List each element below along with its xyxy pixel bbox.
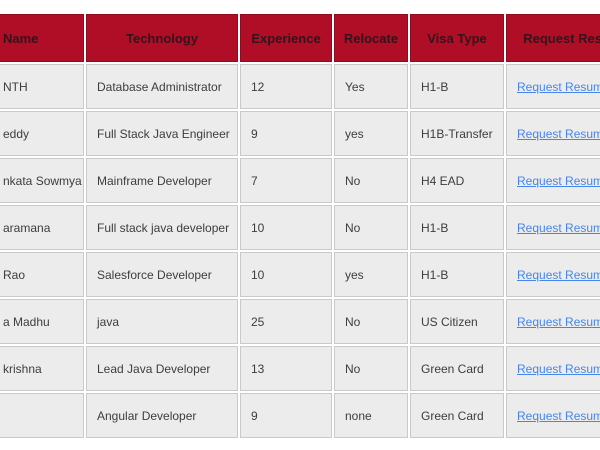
column-header-relocate: Relocate xyxy=(334,14,408,62)
request-resume-link[interactable]: Request Resume xyxy=(517,79,600,94)
cell-relocate: No xyxy=(334,158,408,203)
cell-technology: Angular Developer xyxy=(86,393,238,438)
cell-technology: Lead Java Developer xyxy=(86,346,238,391)
cell-name: Rao xyxy=(0,252,84,297)
cell-relocate: yes xyxy=(334,111,408,156)
request-resume-link[interactable]: Request Resume xyxy=(517,408,600,423)
table-row: eddy Full Stack Java Engineer 9 yes H1B-… xyxy=(0,111,600,156)
cell-name: eddy xyxy=(0,111,84,156)
cell-name: a Madhu xyxy=(0,299,84,344)
cell-experience: 9 xyxy=(240,111,332,156)
request-resume-link[interactable]: Request Resume xyxy=(517,220,600,235)
cell-technology: Full Stack Java Engineer xyxy=(86,111,238,156)
cell-visa-type: Green Card xyxy=(410,393,504,438)
cell-visa-type: Green Card xyxy=(410,346,504,391)
cell-experience: 12 xyxy=(240,64,332,109)
request-resume-link[interactable]: Request Resume xyxy=(517,173,600,188)
request-resume-link[interactable]: Request Resume xyxy=(517,314,600,329)
request-resume-link[interactable]: Request Resume xyxy=(517,361,600,376)
request-resume-link[interactable]: Request Resume xyxy=(517,267,600,282)
cell-visa-type: H1-B xyxy=(410,252,504,297)
cell-relocate: No xyxy=(334,205,408,250)
cell-request-resume: Request Resume xyxy=(506,64,600,109)
cell-visa-type: H1-B xyxy=(410,205,504,250)
table-row: Angular Developer 9 none Green Card Requ… xyxy=(0,393,600,438)
cell-technology: Salesforce Developer xyxy=(86,252,238,297)
cell-request-resume: Request Resume xyxy=(506,393,600,438)
cell-technology: java xyxy=(86,299,238,344)
request-resume-link[interactable]: Request Resume xyxy=(517,126,600,141)
table-row: a Madhu java 25 No US Citizen Request Re… xyxy=(0,299,600,344)
cell-visa-type: H1-B xyxy=(410,64,504,109)
cell-request-resume: Request Resume xyxy=(506,346,600,391)
table-row: Rao Salesforce Developer 10 yes H1-B Req… xyxy=(0,252,600,297)
cell-name: NTH xyxy=(0,64,84,109)
cell-technology: Database Administrator xyxy=(86,64,238,109)
cell-relocate: Yes xyxy=(334,64,408,109)
consultants-table: Name Technology Experience Relocate Visa… xyxy=(0,12,600,440)
table-row: krishna Lead Java Developer 13 No Green … xyxy=(0,346,600,391)
cell-visa-type: US Citizen xyxy=(410,299,504,344)
cell-relocate: yes xyxy=(334,252,408,297)
column-header-technology: Technology xyxy=(86,14,238,62)
cell-technology: Mainframe Developer xyxy=(86,158,238,203)
table-row: nkata Sowmya Mainframe Developer 7 No H4… xyxy=(0,158,600,203)
cell-request-resume: Request Resume xyxy=(506,299,600,344)
cell-relocate: No xyxy=(334,299,408,344)
cell-name: nkata Sowmya xyxy=(0,158,84,203)
column-header-experience: Experience xyxy=(240,14,332,62)
cell-visa-type: H4 EAD xyxy=(410,158,504,203)
cell-request-resume: Request Resume xyxy=(506,158,600,203)
cell-relocate: none xyxy=(334,393,408,438)
cell-relocate: No xyxy=(334,346,408,391)
cell-request-resume: Request Resume xyxy=(506,252,600,297)
cell-experience: 13 xyxy=(240,346,332,391)
header-row: Name Technology Experience Relocate Visa… xyxy=(0,14,600,62)
column-header-request-resume: Request Resume xyxy=(506,14,600,62)
cell-experience: 7 xyxy=(240,158,332,203)
cell-request-resume: Request Resume xyxy=(506,205,600,250)
cell-request-resume: Request Resume xyxy=(506,111,600,156)
cell-experience: 10 xyxy=(240,252,332,297)
cell-visa-type: H1B-Transfer xyxy=(410,111,504,156)
cell-name: aramana xyxy=(0,205,84,250)
cell-name xyxy=(0,393,84,438)
cell-name: krishna xyxy=(0,346,84,391)
table-row: aramana Full stack java developer 10 No … xyxy=(0,205,600,250)
cell-experience: 9 xyxy=(240,393,332,438)
cell-experience: 10 xyxy=(240,205,332,250)
cell-technology: Full stack java developer xyxy=(86,205,238,250)
column-header-name: Name xyxy=(0,14,84,62)
column-header-visa-type: Visa Type xyxy=(410,14,504,62)
cell-experience: 25 xyxy=(240,299,332,344)
table-row: NTH Database Administrator 12 Yes H1-B R… xyxy=(0,64,600,109)
